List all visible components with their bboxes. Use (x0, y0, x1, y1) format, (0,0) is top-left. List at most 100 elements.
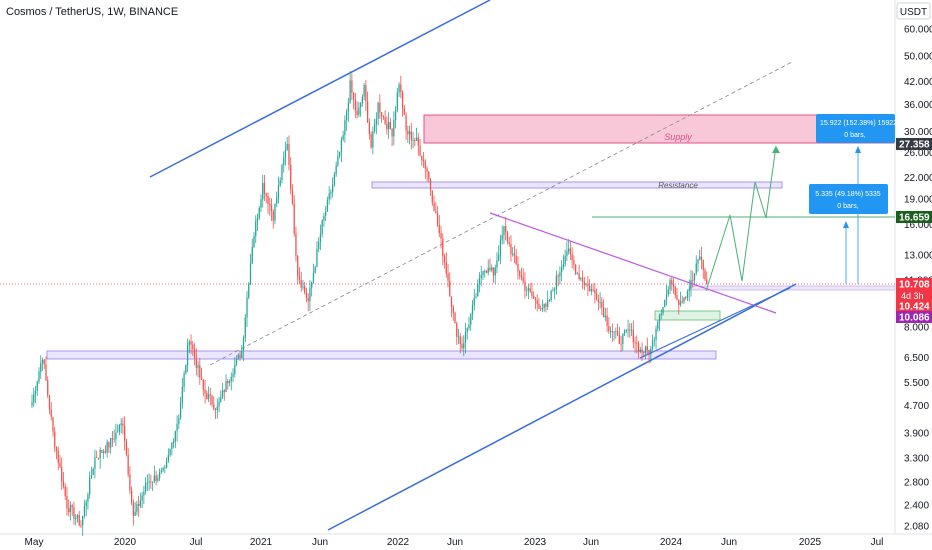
candle-body (80, 525, 82, 527)
candle-body (48, 395, 51, 410)
candle-body (513, 253, 516, 257)
candle-body (276, 197, 278, 204)
candle-body (657, 321, 659, 329)
candle-body (384, 117, 386, 124)
candle-body (31, 402, 33, 406)
candle-body (401, 91, 404, 109)
candle-body (94, 457, 96, 469)
currency-button-bg[interactable] (896, 2, 931, 20)
channel-upper-line (149, 0, 491, 178)
candle-body (503, 226, 505, 236)
candle-body (33, 393, 35, 403)
candle-body (461, 343, 463, 349)
projection-path (705, 145, 777, 292)
candle-body (393, 120, 395, 137)
candle-body (174, 431, 176, 442)
candle-body (403, 108, 405, 115)
candle-body (643, 352, 645, 354)
candle-body (522, 277, 524, 282)
candle-body (541, 308, 544, 310)
tag-10-424-value: 10.424 (899, 302, 930, 313)
candle-body (693, 273, 696, 281)
candle-body (552, 290, 554, 292)
candle-body (380, 112, 383, 117)
candle-body (132, 502, 135, 516)
candle-body (356, 110, 358, 115)
currency-button-label[interactable]: USDT (900, 7, 927, 18)
candle-body (620, 343, 622, 345)
candle-body (625, 330, 627, 332)
candle-body (688, 288, 690, 292)
measure-arrow-1-head (855, 146, 861, 153)
candle-body (99, 450, 101, 459)
candle-body (478, 277, 481, 284)
candle-body (609, 331, 612, 332)
candle-body (256, 217, 259, 222)
candle-body (567, 248, 570, 252)
candle-body (471, 305, 474, 315)
candle-body (328, 193, 330, 200)
candle-body (274, 203, 276, 221)
candle-body (499, 239, 502, 255)
x-tick-label: 2023 (524, 537, 547, 548)
candle-body (363, 85, 365, 97)
candle-body (426, 168, 428, 172)
candle-body (555, 275, 558, 290)
candle-body (634, 342, 636, 344)
candle-body (321, 220, 323, 235)
candle-body (704, 269, 706, 280)
candle-body (547, 300, 549, 307)
candles-layer (31, 71, 708, 536)
candle-body (644, 346, 647, 353)
candle-body (574, 264, 577, 274)
currency-button[interactable]: USDT (896, 2, 931, 20)
candle-body (209, 394, 211, 396)
candle-body (653, 339, 655, 341)
tag-10-424-bg (896, 300, 932, 312)
candle-body (319, 234, 322, 242)
x-tick-label: 2022 (387, 537, 410, 548)
candle-body (554, 289, 556, 291)
x-tick-label: Jul (871, 537, 884, 548)
candle-body (340, 139, 343, 152)
candle-body (47, 380, 49, 396)
candle-body (202, 379, 204, 390)
candle-body (66, 496, 68, 509)
candle-body (473, 297, 475, 306)
candle-body (690, 280, 692, 289)
candle-body (241, 350, 243, 359)
y-tick-label: 13.000 (904, 251, 932, 262)
candle-body (293, 203, 295, 234)
y-tick-label: 42.000 (904, 77, 932, 88)
candle-body (325, 211, 327, 216)
candle-body (272, 211, 274, 221)
candle-body (106, 442, 108, 453)
candle-body (104, 451, 107, 453)
candle-body (417, 137, 419, 146)
candle-body (616, 331, 619, 335)
candle-body (213, 404, 215, 410)
candle-body (295, 233, 297, 256)
candle-body (305, 292, 308, 299)
candle-body (155, 475, 157, 481)
candle-body (477, 283, 479, 297)
candle-body (540, 308, 542, 310)
candle-body (137, 504, 140, 507)
candle-body (216, 406, 218, 411)
candle-body (674, 286, 676, 296)
candle-body (606, 315, 608, 327)
candle-body (227, 381, 229, 384)
candle-body (379, 102, 381, 113)
candle-body (651, 340, 654, 350)
candle-body (281, 164, 283, 181)
y-tick-label: 22.000 (904, 173, 932, 184)
candle-body (89, 477, 91, 495)
measure-box-1-sub: 0 bars, (844, 132, 865, 139)
x-tick-label: 2021 (250, 537, 273, 548)
drawings-layer: 15.922 (152.38%) 15922 0 bars, 5.335 (49.1… (489, 114, 897, 359)
measure-box-2-text: 5.335 (49.18%) 5335 (815, 191, 880, 198)
candle-body (365, 85, 367, 102)
candle-body (309, 287, 311, 302)
